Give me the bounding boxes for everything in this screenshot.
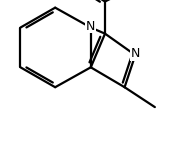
Text: N: N	[131, 47, 140, 60]
Text: N: N	[86, 20, 95, 32]
